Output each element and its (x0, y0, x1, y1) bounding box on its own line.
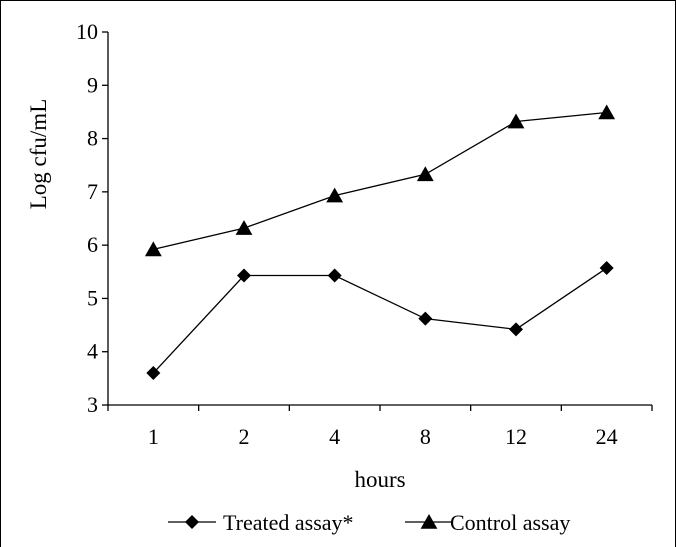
x-tick-label: 24 (596, 424, 618, 449)
x-tick-label: 1 (148, 424, 159, 449)
y-tick-label: 8 (87, 126, 98, 151)
series-triangle (144, 104, 616, 257)
y-tick-labels: 3 4 5 6 7 8 9 10 (76, 19, 98, 417)
y-tick-label: 9 (87, 72, 98, 97)
legend-label: Treated assay* (223, 510, 354, 535)
x-tick-labels: 1 2 4 8 12 24 (148, 424, 618, 449)
data-point-triangle (598, 104, 616, 120)
legend-marker-diamond (185, 515, 199, 529)
y-tick-label: 10 (76, 19, 98, 44)
y-axis-label: Log cfu/mL (26, 99, 51, 210)
x-tick-label: 8 (420, 424, 431, 449)
data-point-triangle (235, 220, 253, 235)
data-point-triangle (144, 241, 162, 257)
x-tick-label: 12 (505, 424, 527, 449)
axes (102, 31, 653, 411)
legend-label: Control assay (450, 510, 570, 535)
y-tick-label: 6 (87, 232, 98, 257)
data-point-triangle (416, 166, 434, 182)
data-point-diamond (509, 322, 523, 337)
y-tick-label: 4 (87, 339, 98, 364)
y-tick-label: 7 (87, 179, 98, 204)
data-point-triangle (507, 113, 525, 129)
legend: Treated assay* Control assay (168, 510, 570, 535)
series-line-diamond (152, 267, 608, 374)
legend-marker-triangle (420, 514, 438, 529)
series-layer (144, 104, 616, 381)
data-point-diamond (599, 261, 614, 276)
legend-item-diamond: Treated assay* (168, 510, 354, 535)
series-diamond (146, 261, 614, 381)
x-axis-label: hours (354, 467, 405, 492)
x-tick-label: 4 (329, 424, 340, 449)
x-tick-label: 2 (239, 424, 250, 449)
legend-item-triangle: Control assay (405, 510, 570, 535)
data-point-diamond (146, 366, 161, 381)
data-point-triangle (326, 187, 344, 203)
data-point-diamond (237, 268, 251, 283)
y-tick-label: 5 (87, 285, 98, 310)
data-point-diamond (418, 311, 433, 326)
series-line-triangle (153, 111, 607, 251)
y-tick-label: 3 (87, 392, 98, 417)
data-point-diamond (327, 268, 342, 283)
